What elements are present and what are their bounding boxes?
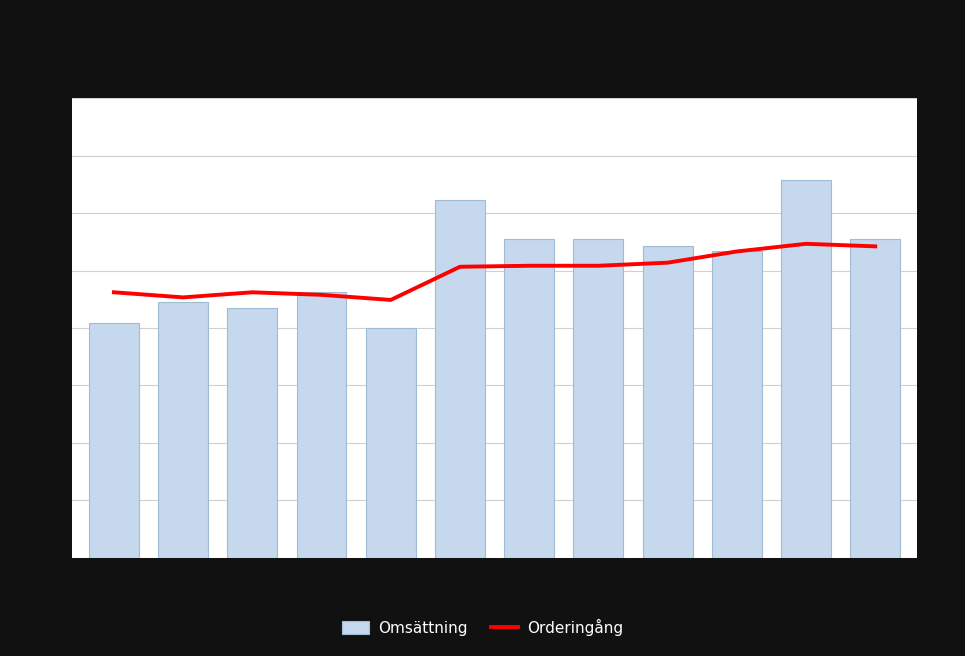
- Bar: [435, 201, 484, 558]
- Bar: [228, 308, 277, 558]
- Bar: [573, 239, 623, 558]
- Legend: Omsättning, Orderingång: Omsättning, Orderingång: [336, 613, 629, 642]
- Bar: [850, 239, 900, 558]
- Bar: [505, 239, 554, 558]
- Bar: [781, 180, 831, 558]
- Bar: [366, 328, 416, 558]
- Bar: [712, 251, 761, 558]
- Bar: [158, 302, 208, 558]
- Bar: [643, 247, 693, 558]
- Bar: [296, 293, 346, 558]
- Bar: [89, 323, 139, 558]
